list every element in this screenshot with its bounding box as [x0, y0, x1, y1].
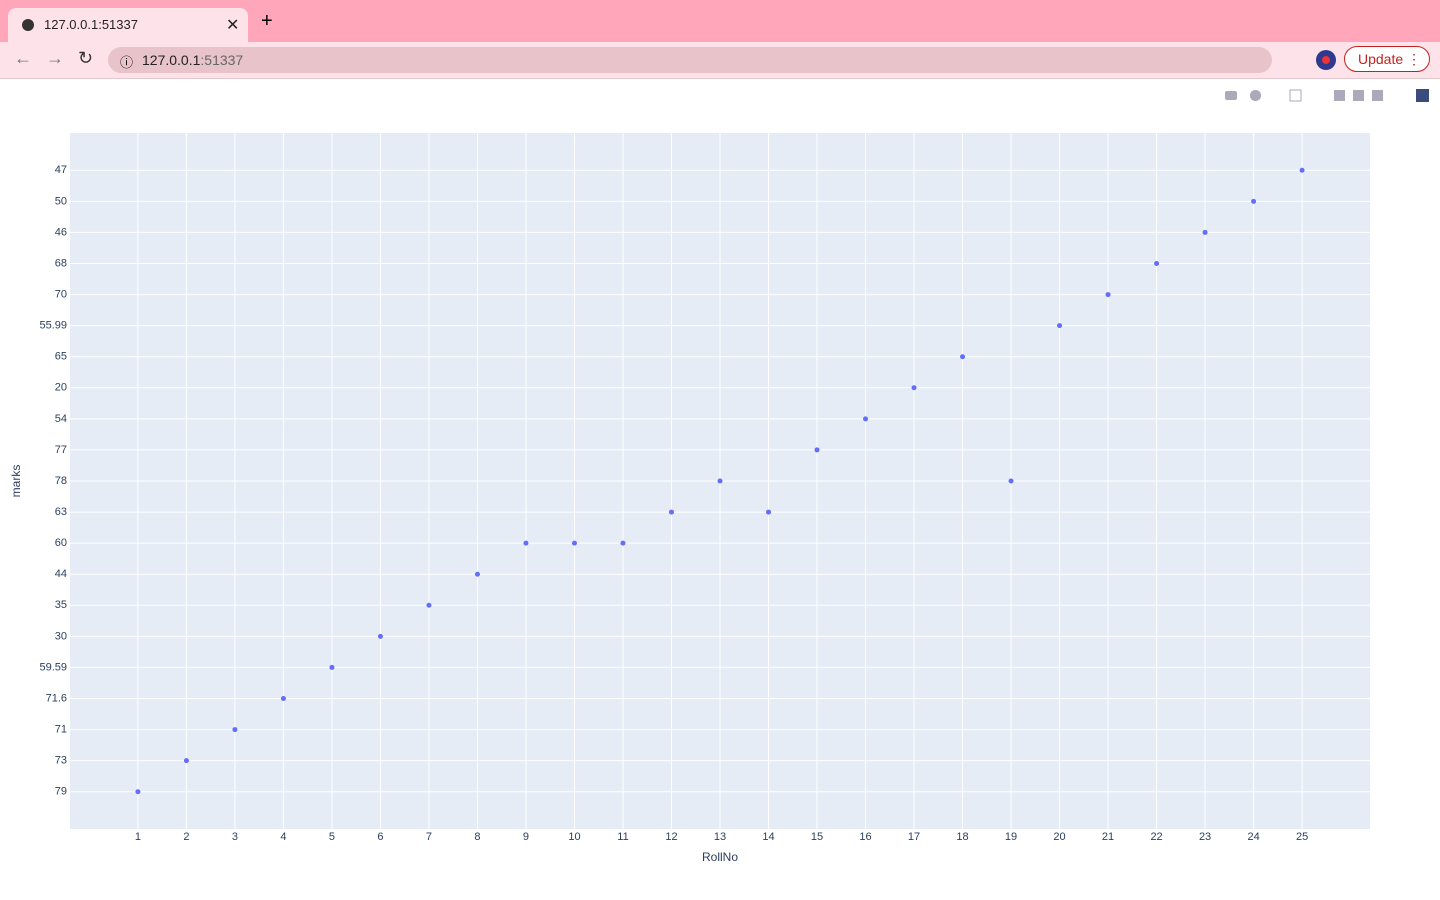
update-label: Update — [1358, 51, 1404, 67]
point — [1299, 167, 1305, 173]
point — [280, 696, 286, 701]
x-tick-label: 15 — [811, 831, 823, 843]
point — [1251, 198, 1257, 204]
y-tick-label: 54 — [55, 413, 67, 425]
tab-title: 127.0.0.1:51337 — [44, 17, 138, 32]
y-tick-label: 46 — [55, 226, 67, 238]
reload[interactable]: ↻ — [78, 48, 94, 68]
point — [232, 727, 238, 733]
address-bar[interactable]: ⓘ 127.0.0.1:51337 — [108, 47, 1272, 73]
y-tick-label: 70 — [55, 288, 67, 300]
x-tick-label: 17 — [908, 831, 920, 843]
x-tick-label: 3 — [232, 831, 238, 843]
x-tick-label: 23 — [1199, 831, 1211, 843]
forward[interactable]: → — [46, 48, 64, 68]
y-tick-label: 35 — [55, 599, 67, 611]
y-tick-label: 65 — [55, 351, 67, 363]
point — [911, 385, 917, 391]
point — [814, 447, 820, 453]
x-tick-label: 14 — [762, 831, 774, 843]
tab[interactable]: 127.0.0.1:51337 ✕ — [8, 8, 248, 42]
update-button[interactable]: Update ⋮ — [1344, 46, 1430, 72]
point — [135, 789, 141, 795]
point — [766, 509, 772, 515]
point — [426, 602, 432, 608]
point — [1008, 478, 1014, 484]
y-tick-label: 47 — [55, 164, 67, 176]
tab-close[interactable]: ✕ — [226, 17, 240, 34]
y-tick-label: 77 — [55, 444, 67, 456]
x-tick-label: 10 — [568, 831, 580, 843]
point — [571, 540, 577, 546]
tab-strip: 127.0.0.1:51337 ✕ + — [0, 0, 1440, 42]
y-tick-label: 78 — [55, 475, 67, 487]
y-tick-label: 68 — [55, 257, 67, 269]
y-tick-label: 71.6 — [46, 692, 67, 704]
chart: RollNo marks 79737171.659.59303544606378… — [9, 89, 1429, 864]
y-tick-label: 60 — [55, 537, 67, 549]
x-tick-label: 1 — [135, 831, 141, 843]
y-tick-label: 73 — [55, 755, 67, 767]
x-tick-label: 2 — [183, 831, 189, 843]
y-tick-label: 20 — [55, 382, 67, 394]
point — [960, 354, 966, 360]
point — [1202, 229, 1208, 235]
y-tick-label: 59.59 — [39, 661, 67, 673]
y-tick-label: 71 — [55, 723, 67, 735]
x-tick-label: 22 — [1150, 831, 1162, 843]
point — [183, 758, 189, 764]
point — [717, 478, 723, 484]
url-port: :51337 — [200, 52, 244, 68]
point — [474, 571, 480, 577]
tab-icon — [22, 19, 34, 31]
back[interactable]: ← — [14, 48, 32, 68]
x-tick-label: 11 — [617, 831, 628, 843]
x-axis-title: RollNo — [702, 850, 738, 864]
point — [863, 416, 869, 422]
x-tick-label: 7 — [426, 831, 432, 843]
point — [668, 509, 674, 515]
toolbar: ← → ↻ ⓘ 127.0.0.1:51337 Update ⋮ — [0, 42, 1440, 79]
x-tick-label: 24 — [1247, 831, 1259, 843]
point — [620, 540, 626, 546]
y-tick-label: 44 — [55, 568, 67, 580]
x-tick-label: 20 — [1053, 831, 1065, 843]
y-tick-label: 50 — [55, 195, 67, 207]
y-axis-title: marks — [9, 465, 23, 498]
x-tick-label: 9 — [523, 831, 529, 843]
url-host: 127.0.0.1 — [142, 52, 201, 68]
y-tick-label: 30 — [55, 630, 67, 642]
point — [523, 540, 529, 546]
x-tick-label: 5 — [329, 831, 335, 843]
point — [1105, 292, 1111, 298]
x-tick-label: 18 — [956, 831, 968, 843]
point — [1057, 323, 1063, 329]
x-tick-label: 12 — [665, 831, 677, 843]
x-tick-label: 16 — [859, 831, 871, 843]
new-tab[interactable]: + — [261, 10, 273, 32]
y-tick-label: 55.99 — [39, 320, 67, 332]
url-text: 127.0.0.1:51337 — [142, 52, 243, 68]
x-tick-label: 19 — [1005, 831, 1017, 843]
x-tick-label: 6 — [377, 831, 383, 843]
modebar — [1225, 89, 1429, 102]
y-tick-label: 63 — [55, 506, 67, 518]
info-icon: ⓘ — [120, 55, 134, 70]
x-tick-label: 25 — [1296, 831, 1308, 843]
x-tick-label: 4 — [280, 831, 286, 843]
y-tick-label: 79 — [55, 786, 67, 798]
x-tick-label: 13 — [714, 831, 726, 843]
profile[interactable] — [1315, 49, 1337, 71]
point — [329, 664, 335, 670]
point — [1154, 261, 1160, 266]
point — [377, 633, 383, 639]
x-tick-label: 21 — [1102, 831, 1114, 843]
x-tick-label: 8 — [474, 831, 480, 843]
